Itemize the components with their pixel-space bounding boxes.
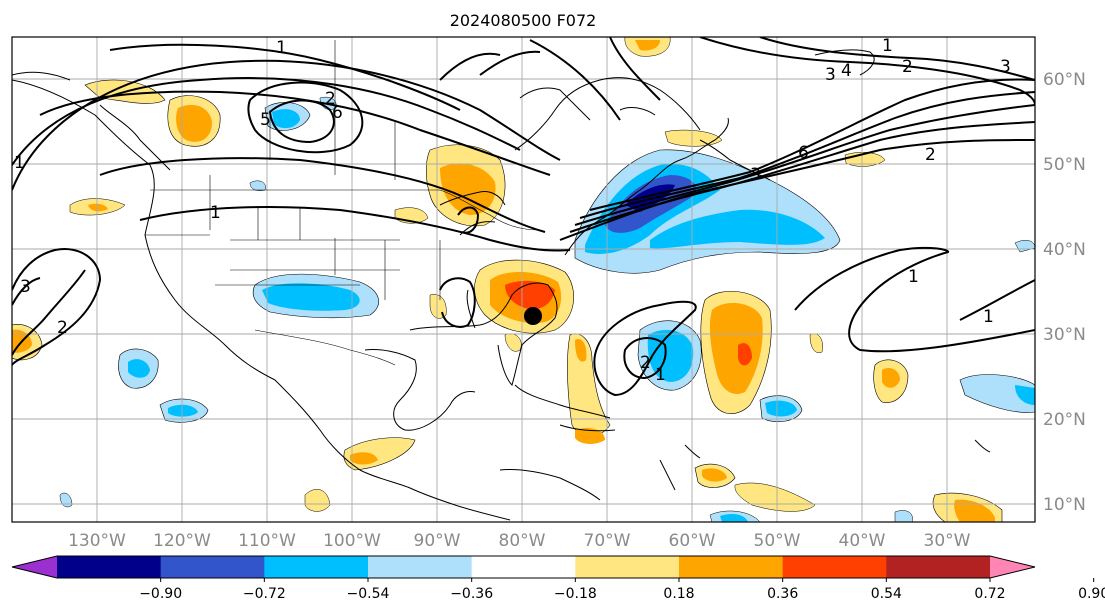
lon-label: 120°W [153, 531, 211, 551]
contour-label: 1 [276, 38, 287, 58]
colorbar-swatch [368, 556, 473, 578]
lon-label: 100°W [323, 531, 381, 551]
colorbar-swatch [57, 556, 162, 578]
map-frame [11, 36, 1036, 523]
contour-label: 2 [640, 353, 651, 373]
coastlines [12, 49, 991, 521]
contour-label: 6 [798, 143, 809, 163]
colorbar-swatch [782, 556, 887, 578]
lat-label: 60°N [1043, 70, 1086, 90]
contour-label: 3 [825, 65, 836, 85]
political-borders [145, 40, 541, 366]
lon-label: 50°W [754, 531, 801, 551]
contour-label: 2 [925, 145, 936, 165]
colorbar-tick-label: 0.72 [974, 586, 1005, 602]
contour-label: 5 [260, 110, 271, 130]
contour-label: 2 [57, 318, 68, 338]
contour-label: 1 [210, 203, 221, 223]
colorbar-swatch [264, 556, 369, 578]
storm-center-dot [524, 307, 542, 325]
colorbar-tick-label: 0.90 [1078, 586, 1105, 602]
colorbar-extend-low [12, 556, 57, 578]
colorbar-swatch [575, 556, 680, 578]
contour-label: 1 [882, 36, 893, 56]
colorbar-tick-label: −0.36 [450, 586, 493, 602]
colorbar-swatch [886, 556, 991, 578]
contour-label: 3 [1000, 57, 1011, 77]
lon-label: 30°W [924, 531, 971, 551]
map-area: 1 2 6 5 1 1 6 2 3 1 2 3 4 3 1 1 2 2 3 1 [12, 36, 1035, 522]
lon-label: 130°W [68, 531, 126, 551]
colorbar-tick-label: 0.18 [663, 586, 694, 602]
lon-label: 90°W [414, 531, 461, 551]
colorbar-tick-label: 0.54 [871, 586, 902, 602]
longitude-labels: 130°W 120°W 110°W 100°W 90°W 80°W 70°W 6… [68, 531, 971, 551]
contour-label: 4 [841, 61, 852, 81]
lon-label: 60°W [669, 531, 716, 551]
colorbar-extend-high [990, 556, 1035, 578]
colorbar-tick-label: 0.36 [767, 586, 798, 602]
lon-label: 70°W [584, 531, 631, 551]
lat-label: 40°N [1043, 240, 1086, 260]
height-contours [12, 37, 1035, 397]
colorbar: −0.90 −0.72 −0.54 −0.36 −0.18 0.18 0.36 0.54 0.7… [11, 555, 1105, 602]
latitude-labels: 60°N 50°N 40°N 30°N 20°N 10°N [1043, 70, 1086, 515]
colorbar-swatch [160, 556, 265, 578]
colorbar-tick-label: −0.90 [139, 586, 182, 602]
contour-labels: 1 2 6 5 1 1 6 2 3 1 2 3 4 3 1 1 2 2 3 1 [14, 36, 1011, 385]
map-title: 2024080500 F072 [450, 11, 597, 30]
lat-label: 20°N [1043, 410, 1086, 430]
colorbar-tick-label: −0.72 [243, 586, 286, 602]
colorbar-swatch [679, 556, 784, 578]
contour-label: 1 [983, 307, 994, 327]
colorbar-tick-label: −0.18 [554, 586, 597, 602]
contour-label: 1 [14, 153, 25, 173]
contour-label: 1 [908, 267, 919, 287]
contour-label: 2 [902, 57, 913, 77]
colorbar-tick-label: −0.54 [347, 586, 390, 602]
contour-label: 6 [332, 103, 343, 123]
lat-label: 30°N [1043, 325, 1086, 345]
contour-label: 3 [750, 165, 761, 185]
lon-label: 80°W [499, 531, 546, 551]
contour-label: 2 [325, 89, 336, 109]
lon-label: 40°W [839, 531, 886, 551]
lat-label: 10°N [1043, 495, 1086, 515]
contour-label: 3 [20, 277, 31, 297]
graticule [12, 37, 1035, 522]
contour-label: 1 [655, 365, 666, 385]
lat-label: 50°N [1043, 155, 1086, 175]
colorbar-swatch [471, 556, 576, 578]
colorbar-outline [11, 555, 1036, 579]
lon-label: 110°W [238, 531, 296, 551]
